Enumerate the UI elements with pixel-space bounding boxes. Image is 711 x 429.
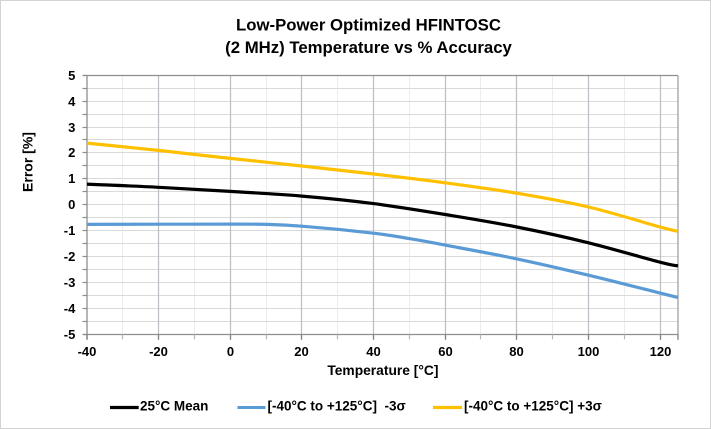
svg-text:80: 80 (509, 344, 523, 359)
svg-text:120: 120 (650, 344, 672, 359)
svg-text:Temperature [°C]: Temperature [°C] (327, 363, 438, 378)
svg-text:-40: -40 (78, 344, 97, 359)
svg-text:Error [%]: Error [%] (20, 132, 36, 192)
svg-text:-20: -20 (149, 344, 168, 359)
svg-text:[-40°C to +125°C] -3σ: [-40°C to +125°C] -3σ (268, 399, 406, 414)
svg-text:-2: -2 (64, 249, 76, 264)
svg-text:4: 4 (68, 94, 76, 109)
svg-text:25°C Mean: 25°C Mean (140, 399, 208, 414)
svg-text:40: 40 (366, 344, 380, 359)
svg-text:100: 100 (578, 344, 600, 359)
svg-text:-1: -1 (64, 223, 76, 238)
svg-text:2: 2 (68, 145, 75, 160)
svg-text:-5: -5 (64, 327, 76, 342)
svg-text:[-40°C to +125°C] +3σ: [-40°C to +125°C] +3σ (464, 399, 602, 414)
svg-text:60: 60 (438, 344, 452, 359)
svg-text:20: 20 (294, 344, 308, 359)
svg-text:3: 3 (68, 120, 75, 135)
svg-text:1: 1 (68, 171, 75, 186)
svg-text:5: 5 (68, 68, 75, 83)
svg-text:Low-Power Optimized HFINTOSC: Low-Power Optimized HFINTOSC (236, 16, 501, 35)
svg-text:-4: -4 (64, 301, 76, 316)
svg-text:(2 MHz) Temperature vs % Accur: (2 MHz) Temperature vs % Accuracy (225, 38, 512, 57)
svg-text:-3: -3 (64, 275, 76, 290)
svg-text:0: 0 (227, 344, 234, 359)
svg-text:0: 0 (68, 197, 75, 212)
